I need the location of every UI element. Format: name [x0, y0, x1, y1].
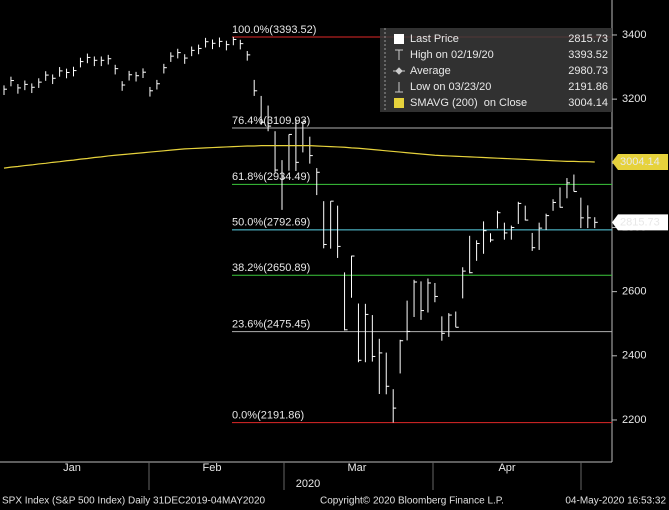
fib-label: 100.0%(3393.52)	[232, 24, 316, 36]
legend-value: 3393.52	[568, 49, 608, 61]
legend-icon	[395, 82, 403, 93]
year-label: 2020	[296, 478, 320, 490]
y-tick-label: 3200	[622, 93, 646, 105]
legend-label: High on 02/19/20	[410, 49, 494, 61]
legend-value: 2815.73	[568, 33, 608, 45]
legend: Last Price 2815.73 High on 02/19/20 3393.52…	[380, 28, 612, 112]
legend-label: Last Price	[410, 33, 459, 45]
legend-icon	[394, 34, 404, 44]
price-tag-label: 3004.14	[620, 156, 660, 168]
sma-line	[3, 145, 595, 169]
y-tick-label: 3400	[622, 29, 646, 41]
legend-label: SMAVG (200) on Close	[410, 97, 527, 109]
fib-label: 23.6%(2475.45)	[232, 319, 310, 331]
legend-icon	[395, 49, 403, 60]
fib-label: 61.8%(2934.49)	[232, 171, 310, 183]
legend-label: Average	[410, 65, 451, 77]
y-tick-label: 2600	[622, 286, 646, 298]
legend-icon	[393, 67, 405, 75]
x-tick-label: Mar	[348, 462, 367, 474]
x-tick-label: Jan	[63, 462, 81, 474]
fib-label: 50.0%(2792.69)	[232, 217, 310, 229]
x-tick-label: Apr	[498, 462, 515, 474]
price-tag	[612, 153, 668, 170]
footer-left: SPX Index (S&P 500 Index) Daily 31DEC201…	[2, 496, 266, 507]
price-tag	[612, 214, 668, 231]
y-tick-label: 2400	[622, 350, 646, 362]
fib-label: 38.2%(2650.89)	[232, 262, 310, 274]
price-tag-label: 2815.73	[620, 216, 660, 228]
fib-label: 0.0%(2191.86)	[232, 409, 304, 421]
footer-right: 04-May-2020 16:53:32	[565, 496, 666, 507]
legend-value: 2980.73	[568, 65, 608, 77]
legend-value: 3004.14	[568, 97, 608, 109]
legend-label: Low on 03/23/20	[410, 81, 491, 93]
legend-value: 2191.86	[568, 81, 608, 93]
footer-center: Copyright© 2020 Bloomberg Finance L.P.	[320, 496, 504, 507]
legend-icon	[394, 98, 404, 108]
legend-box	[380, 28, 612, 112]
y-tick-label: 2200	[622, 414, 646, 426]
fib-label: 76.4%(3109.93)	[232, 115, 310, 127]
x-tick-label: Feb	[203, 462, 222, 474]
